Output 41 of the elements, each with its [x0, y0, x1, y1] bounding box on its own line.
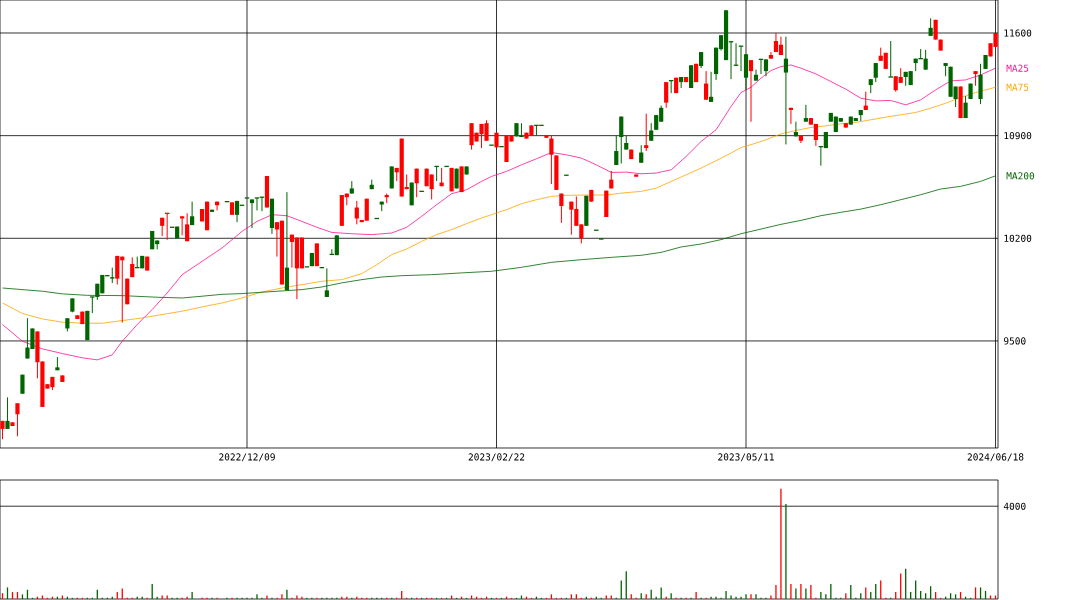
candlestick — [748, 59, 754, 123]
candlestick — [873, 62, 878, 83]
candlestick — [185, 212, 190, 242]
candlestick — [644, 113, 649, 152]
candlestick — [549, 135, 554, 185]
candlestick — [115, 255, 120, 285]
candlestick — [704, 70, 709, 101]
series-label: MA75 — [1006, 83, 1029, 91]
candlestick — [664, 81, 669, 109]
candlestick — [783, 36, 789, 145]
candlestick — [803, 104, 808, 123]
candlestick — [254, 197, 260, 211]
candlestick — [289, 234, 295, 269]
candlestick — [708, 71, 714, 103]
candlestick — [5, 396, 10, 430]
candlestick — [559, 193, 564, 224]
candlestick — [15, 402, 20, 437]
candlestick — [284, 191, 290, 291]
candlestick — [923, 49, 928, 71]
x-tick-label: 2023/05/11 — [718, 453, 774, 462]
candlestick — [689, 64, 694, 89]
candlestick — [743, 53, 749, 91]
candlestick — [679, 76, 684, 89]
candlestick — [614, 135, 619, 166]
y-tick-label: 11600 — [1004, 29, 1032, 37]
candlestick — [778, 36, 784, 56]
y-tick-label: 9500 — [1003, 337, 1026, 345]
candlestick — [569, 201, 574, 236]
y-tick-label: 10200 — [1004, 234, 1032, 242]
candlestick — [753, 69, 759, 82]
x-tick-label: 2024/06/18 — [967, 453, 1024, 462]
candlestick — [354, 200, 359, 225]
x-tick-label: 2023/02/22 — [468, 453, 525, 462]
y-tick-label: 10900 — [1004, 132, 1032, 140]
x-tick-label: 2022/12/09 — [219, 453, 275, 462]
candlestick — [619, 116, 624, 164]
candlestick — [414, 168, 419, 198]
series-label: MA25 — [1006, 64, 1029, 72]
candlestick — [249, 198, 255, 229]
y-tick-label: 4000 — [1003, 502, 1026, 510]
series-label: MA200 — [1006, 172, 1035, 180]
